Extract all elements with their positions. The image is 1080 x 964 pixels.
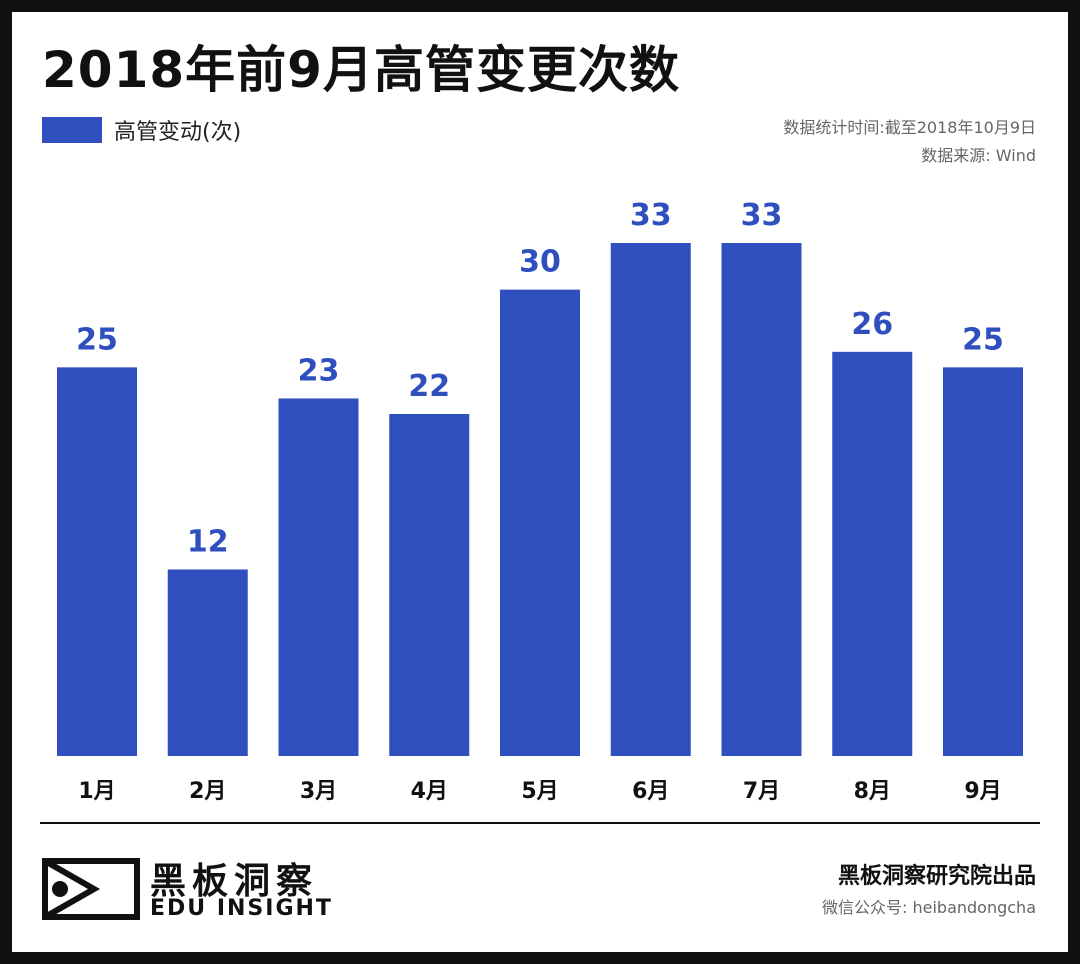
x-tick-label-4: 4月 <box>411 779 448 804</box>
data-label-3: 23 <box>298 353 340 388</box>
legend: 高管变动(次) <box>42 114 241 146</box>
bar-1 <box>57 367 137 756</box>
source-note: 数据来源: Wind <box>921 146 1036 165</box>
x-tick-label-9: 9月 <box>964 779 1001 804</box>
x-tick-label-6: 6月 <box>632 779 669 804</box>
footer-divider <box>40 822 1040 824</box>
data-label-2: 12 <box>187 524 229 559</box>
x-tick-label-3: 3月 <box>300 779 337 804</box>
wechat-account: 微信公众号: heibandongcha <box>822 898 1036 917</box>
legend-label: 高管变动(次) <box>114 120 242 145</box>
producer-credit: 黑板洞察研究院出品 <box>837 864 1036 889</box>
bar-4 <box>389 414 470 756</box>
logo-icon <box>42 858 140 920</box>
data-label-5: 30 <box>519 245 561 280</box>
data-label-8: 26 <box>851 307 893 342</box>
logo-text-en: EDU INSIGHT <box>150 896 333 921</box>
bar-6 <box>610 243 691 756</box>
x-tick-label-5: 5月 <box>521 779 558 804</box>
logo-text-cn: 黑板洞察 <box>150 861 319 902</box>
chart-title: 2018年前9月高管变更次数 <box>42 41 680 99</box>
bar-7 <box>721 243 802 756</box>
legend-swatch <box>42 117 102 143</box>
bar-8 <box>832 351 913 756</box>
stat-time-note: 数据统计时间:截至2018年10月9日 <box>783 118 1036 137</box>
chart-meta: 数据统计时间:截至2018年10月9日 数据来源: Wind <box>783 114 1036 170</box>
x-tick-label-8: 8月 <box>854 779 891 804</box>
x-tick-label-2: 2月 <box>189 779 226 804</box>
x-tick-label-1: 1月 <box>78 779 115 804</box>
data-label-1: 25 <box>76 322 118 357</box>
data-label-9: 25 <box>962 322 1004 357</box>
x-tick-label-7: 7月 <box>743 779 780 804</box>
bar-9 <box>943 367 1023 756</box>
bar-2 <box>167 569 248 756</box>
data-label-4: 22 <box>408 369 450 404</box>
bar-5 <box>500 289 580 756</box>
data-label-6: 33 <box>630 198 672 233</box>
bar-3 <box>278 398 359 756</box>
data-label-7: 33 <box>741 198 783 233</box>
